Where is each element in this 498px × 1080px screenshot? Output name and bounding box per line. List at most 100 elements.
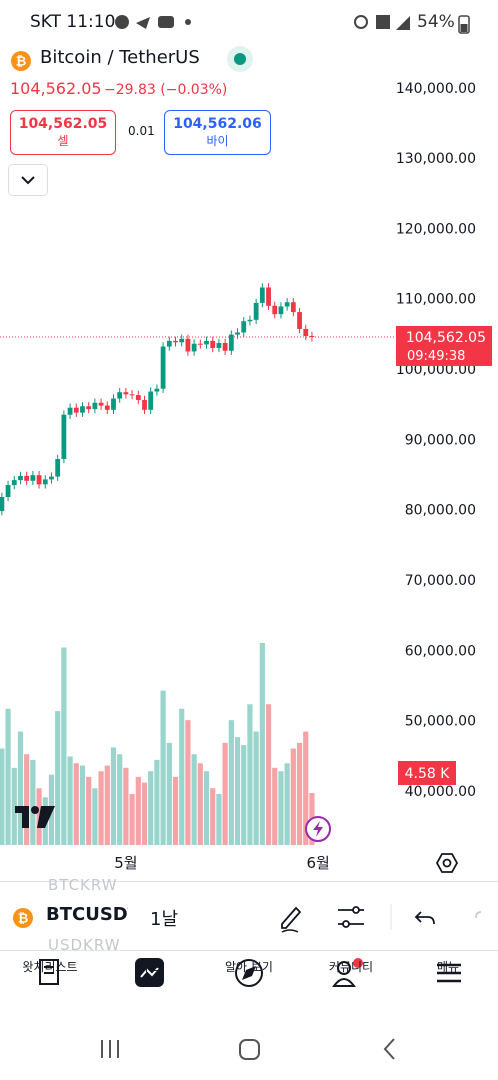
candle-body — [309, 335, 315, 337]
candle-body — [67, 407, 73, 415]
volume-bar — [278, 771, 284, 845]
tradingview-logo[interactable] — [13, 804, 57, 830]
settings-button[interactable] — [435, 851, 459, 875]
candle-body — [179, 338, 185, 343]
candle-body — [160, 346, 166, 389]
volume-bar — [61, 647, 67, 845]
last-price: 104,562.05 — [10, 79, 102, 98]
ghost-symbol: USDKRW — [48, 936, 121, 954]
volume-bar — [172, 776, 179, 845]
candle-body — [154, 388, 160, 392]
candle-body — [5, 485, 11, 497]
volume-bar — [55, 711, 61, 845]
candle-body — [191, 343, 197, 352]
y-tick-label: 70,000.00 — [405, 573, 476, 589]
candle-body — [216, 343, 222, 348]
divider — [0, 881, 498, 882]
divider — [0, 950, 498, 951]
volume-bar — [86, 776, 92, 845]
volume-bar — [284, 763, 290, 845]
candle-body — [123, 392, 129, 395]
volume-bar — [290, 748, 296, 845]
volume-bar — [92, 788, 98, 845]
volume-bar — [135, 776, 141, 845]
sell-button[interactable]: 104,562.05 셀 — [10, 110, 116, 155]
volume-bar — [259, 642, 265, 845]
candle-body — [129, 394, 135, 396]
volume-bar — [17, 731, 24, 845]
candle-body — [228, 334, 234, 351]
candle-body — [266, 287, 271, 306]
toolbar-symbol[interactable]: BTCUSDT — [46, 904, 128, 925]
candle-body — [173, 340, 178, 343]
volume-bar — [0, 748, 5, 845]
candle-body — [117, 392, 123, 399]
nav-icons — [39, 958, 461, 987]
volume-bar — [253, 731, 259, 845]
sell-label: 셀 — [57, 134, 69, 148]
volume-bar — [216, 793, 222, 845]
y-tick-label: 40,000.00 — [405, 784, 476, 800]
y-tick-label: 80,000.00 — [405, 503, 476, 519]
candle-body — [284, 302, 290, 307]
volume-bar — [179, 708, 185, 845]
ghost-symbol: BTCKRW — [48, 876, 118, 894]
volume-bar — [241, 745, 247, 845]
candle-body — [0, 496, 5, 512]
candle-body — [11, 480, 17, 486]
buy-button[interactable]: 104,562.06 바이 — [164, 110, 271, 155]
bitcoin-icon: ₿ — [11, 51, 31, 71]
volume-bar — [123, 767, 129, 845]
y-tick-label: 130,000.00 — [396, 151, 476, 167]
volume-bar — [154, 759, 160, 845]
buy-price: 104,562.06 — [173, 116, 262, 132]
volume-bar — [222, 742, 228, 845]
candle-body — [235, 332, 240, 335]
candle-body — [30, 475, 36, 481]
lightning-button[interactable] — [304, 815, 332, 843]
symbol-title[interactable]: Bitcoin / TetherUS — [40, 47, 200, 68]
volume-bar — [191, 754, 197, 845]
candle-body — [55, 459, 61, 477]
volume-bar — [104, 765, 110, 845]
candle-body — [259, 287, 265, 303]
market-status[interactable] — [226, 45, 254, 73]
y-tick-label: 120,000.00 — [396, 221, 476, 237]
nav-explore[interactable]: 알아 보기 — [225, 960, 273, 974]
y-tick-label: 110,000.00 — [396, 292, 476, 308]
volume-bar — [203, 771, 210, 845]
candle-body — [272, 305, 278, 315]
toolbar-icons[interactable] — [276, 900, 486, 934]
status-carrier-time: SKT 11:10 — [30, 12, 115, 32]
volume-bar — [129, 793, 135, 845]
candle-body — [204, 340, 209, 345]
nav-watchlist[interactable]: 왓치리스트 — [22, 960, 78, 974]
candle-body — [49, 476, 54, 480]
nav-community[interactable]: 커뮤니티 — [328, 960, 374, 974]
battery: 54% — [417, 12, 455, 32]
y-tick-label: 60,000.00 — [405, 643, 476, 659]
bitcoin-icon: ₿ — [13, 908, 33, 928]
y-tick-label: 50,000.00 — [405, 714, 476, 730]
candle-body — [166, 340, 172, 347]
volume-bar — [11, 767, 17, 845]
interval[interactable]: 1날 — [150, 909, 179, 930]
candle-body — [36, 475, 42, 485]
volume-bar — [197, 763, 203, 845]
chart: 140,000.00 130,000.00 120,000.00 110,000.00… — [0, 81, 492, 872]
nav-chart[interactable]: 차트 — [137, 960, 161, 974]
volume-bar — [73, 763, 79, 845]
candle-body — [247, 319, 253, 322]
last-price-label: 104,562.05 — [406, 330, 486, 346]
volume-bar — [98, 771, 104, 845]
countdown: 09:49:38 — [407, 349, 465, 364]
candle-body — [61, 414, 67, 460]
last-price-box — [396, 325, 492, 366]
candle-body — [210, 340, 216, 348]
collapse-button[interactable] — [8, 164, 48, 196]
candle-body — [142, 399, 147, 410]
candle-body — [278, 306, 284, 315]
volume-bar — [234, 737, 241, 845]
nav-menu[interactable]: 메뉴 — [436, 960, 460, 974]
